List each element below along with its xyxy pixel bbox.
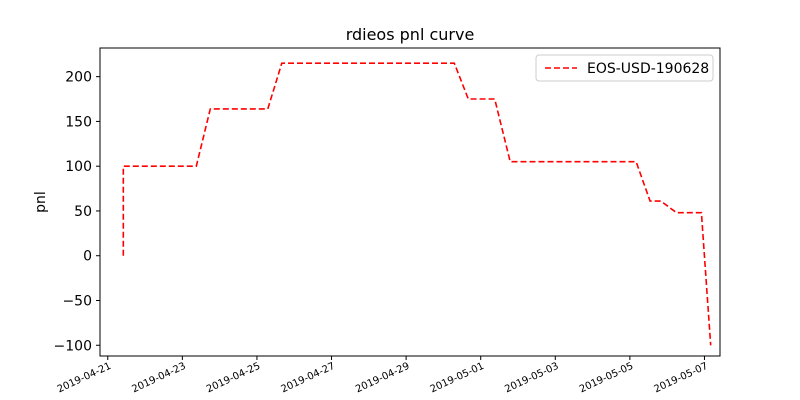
x-axis: 2019-04-21 2019-04-23 2019-04-25 2019-04-27…	[56, 356, 710, 395]
legend: EOS-USD-190628	[535, 54, 714, 82]
legend-label: EOS-USD-190628	[587, 61, 709, 77]
x-tick-label-7: 2019-05-05	[578, 361, 635, 396]
chart-title: rdieos pnl curve	[346, 25, 475, 44]
axes-frame	[99, 47, 721, 357]
x-tick-label-3: 2019-04-27	[279, 361, 336, 396]
x-tick-label-1: 2019-04-23	[130, 361, 187, 396]
y-axis-label: pnl	[33, 191, 49, 213]
y-tick-label-4: 0	[83, 249, 92, 265]
x-tick-label-0: 2019-04-21	[56, 361, 113, 396]
y-tick-label-3: 50	[74, 204, 92, 220]
x-tick-label-5: 2019-05-01	[429, 361, 486, 396]
y-tick-label-5: −50	[62, 293, 92, 309]
x-tick-label-6: 2019-05-03	[503, 361, 560, 396]
y-tick-label-0: 200	[65, 70, 92, 86]
legend-box	[535, 54, 714, 82]
x-tick-label-4: 2019-04-29	[354, 361, 411, 396]
y-tick-label-2: 100	[65, 159, 92, 175]
x-tick-label-8: 2019-05-07	[652, 361, 709, 396]
plot-area	[99, 47, 721, 357]
x-tick-label-2: 2019-04-25	[205, 361, 262, 396]
series-layer	[122, 62, 712, 346]
y-tick-label-1: 150	[65, 114, 92, 130]
series-line-0	[122, 62, 712, 346]
y-tick-label-6: −100	[54, 338, 92, 354]
y-axis: 200 150 100 50 0 −50 −100	[54, 70, 100, 354]
